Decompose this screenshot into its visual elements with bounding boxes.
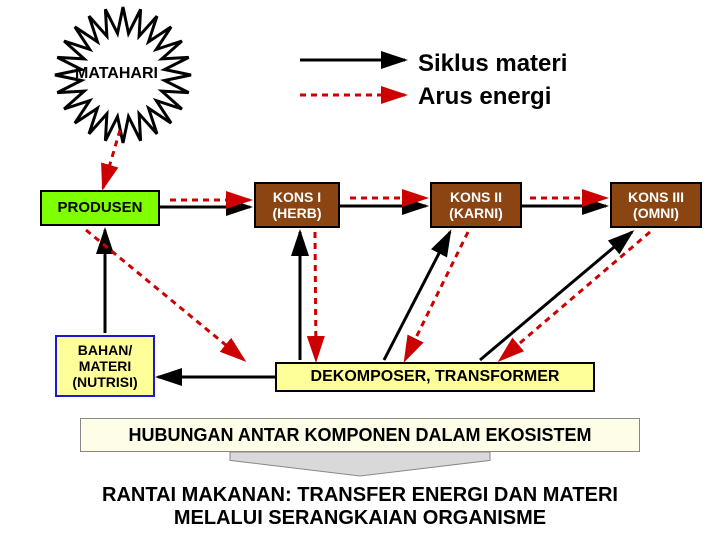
node-kons-i: KONS I(HERB) — [254, 182, 340, 228]
node-kons-iii: KONS III(OMNI) — [610, 182, 702, 228]
node-dekomposer: DEKOMPOSER, TRANSFORMER — [275, 362, 595, 392]
title-bar: HUBUNGAN ANTAR KOMPONEN DALAM EKOSISTEM — [80, 418, 640, 452]
legend-siklus-materi: Siklus materi — [418, 50, 567, 78]
dashed-arrows — [86, 130, 650, 360]
down-arrow-block — [230, 452, 490, 476]
solid-arrows — [105, 206, 632, 377]
caption-rantai-makanan: RANTAI MAKANAN: TRANSFER ENERGI DAN MATE… — [0, 484, 720, 530]
legend-arus-energi: Arus energi — [418, 83, 551, 111]
node-produsen: PRODUSEN — [40, 190, 160, 226]
legend-arrows — [300, 60, 405, 95]
node-bahan-materi: BAHAN/MATERI(NUTRISI) — [55, 335, 155, 397]
sun-label: MATAHARI — [75, 65, 158, 83]
node-kons-ii: KONS II(KARNI) — [430, 182, 522, 228]
